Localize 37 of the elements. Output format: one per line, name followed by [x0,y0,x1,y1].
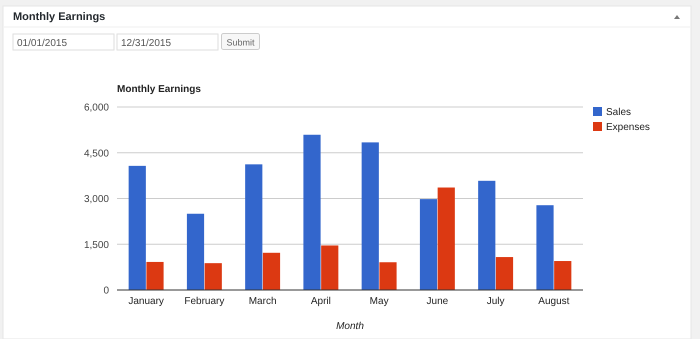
text: Monthly Earnings [13,11,106,23]
bar [128,166,146,290]
y-tick-label: 1,500 [84,240,110,251]
y-tick-label: 6,000 [84,102,110,114]
y-tick-label: 4,500 [84,148,110,160]
bar [245,164,262,290]
x-axis-title: Month [336,321,364,332]
bar [379,262,397,290]
x-tick-label: January [128,296,164,307]
bar [186,214,204,290]
bar [303,134,321,290]
bar [438,188,455,290]
bar [420,199,438,290]
chart-title: Monthly Earnings [117,84,202,95]
x-tick-label: March [248,296,277,307]
submit-button: Submit [221,33,260,50]
legend-label: Expenses [606,122,650,133]
start-date-field: 01/01/2015 [12,34,114,50]
x-tick-label: February [184,296,224,307]
x-tick-label: May [370,296,389,307]
x-tick-label: June [426,296,449,307]
bar [321,245,338,290]
bar [496,257,514,290]
x-tick-label: April [310,296,331,307]
bar [536,205,554,290]
bar [204,263,222,290]
x-tick-label: August [538,296,570,307]
bar [146,262,164,290]
x-tick-label: July [486,296,505,307]
bar [478,180,496,290]
bar [262,252,280,290]
end-date-field: 12/31/2015 [116,34,218,50]
y-tick-label: 0 [103,286,110,296]
bar [554,261,572,290]
bar [362,142,379,290]
y-tick-label: 3,000 [84,194,110,205]
legend-label: Sales [606,107,632,118]
